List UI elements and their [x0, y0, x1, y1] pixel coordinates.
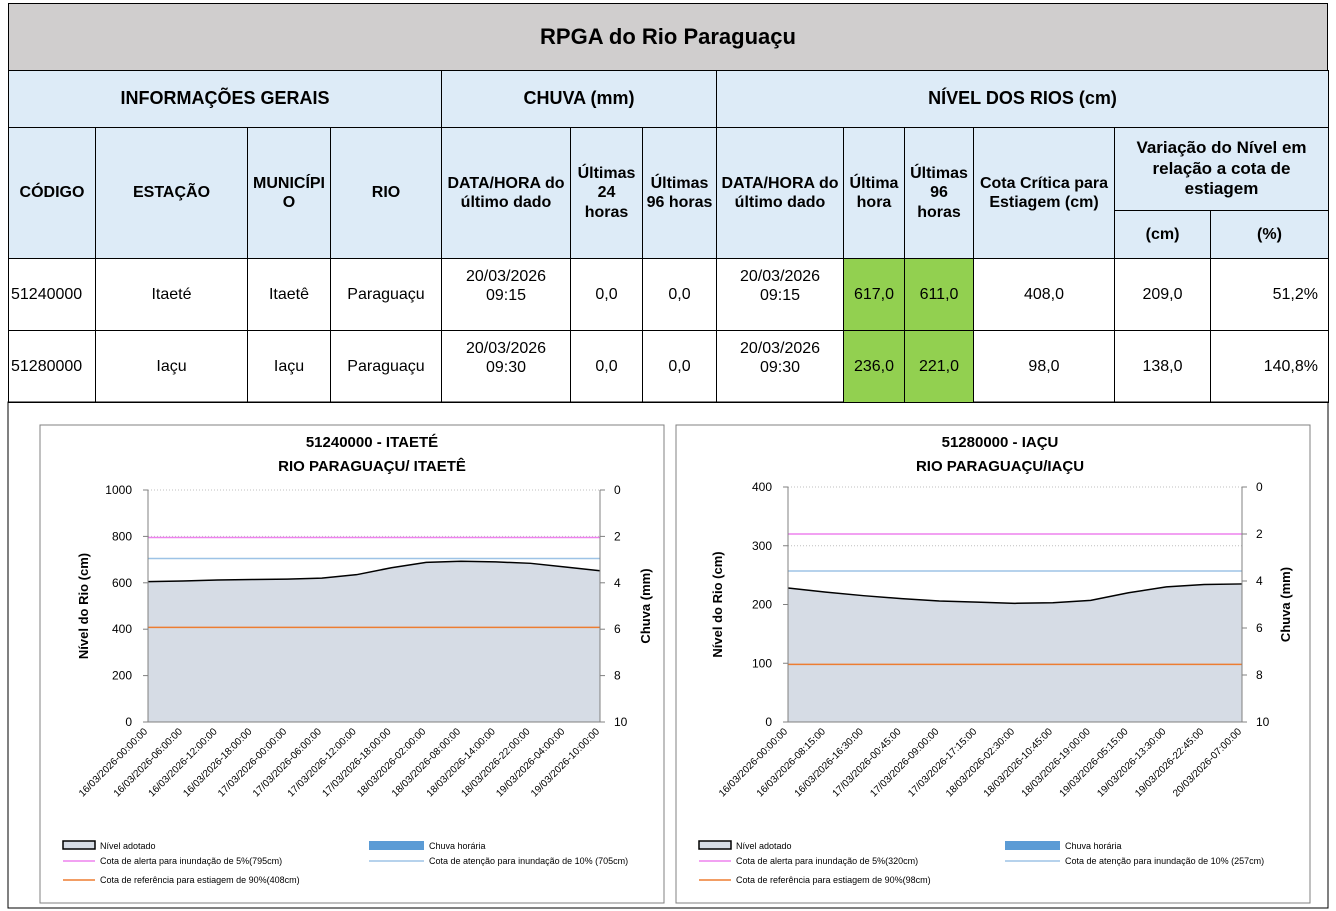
y2-tick-label: 0 [1256, 480, 1263, 494]
legend-label: Nível adotado [736, 841, 792, 851]
column-header: Cota Crítica para Estiagem (cm) [973, 127, 1115, 259]
y-tick-label: 400 [752, 480, 772, 494]
column-subheader: (cm) [1114, 210, 1211, 259]
y2-tick-label: 8 [614, 669, 621, 683]
y2-axis-label: Chuva (mm) [638, 568, 653, 643]
table-cell: 20/03/2026 09:15 [716, 258, 844, 331]
table-cell: 98,0 [973, 330, 1115, 403]
column-header: CÓDIGO [8, 127, 96, 259]
level-area [148, 561, 600, 722]
chart-subtitle: RIO PARAGUAÇU/IAÇU [916, 458, 1084, 475]
group-header: INFORMAÇÕES GERAIS [8, 70, 442, 128]
legend-swatch [62, 840, 96, 850]
y-axis-label: Nível do Rio (cm) [76, 553, 91, 659]
legend-label: Cota de atenção para inundação de 10% (2… [1065, 856, 1264, 866]
table-cell: Itaeté [95, 258, 248, 331]
y-tick-label: 800 [112, 529, 132, 543]
legend-label: Nível adotado [100, 841, 156, 851]
y2-tick-label: 10 [614, 715, 628, 729]
table-cell: 20/03/2026 09:30 [441, 330, 571, 403]
legend-label: Cota de alerta para inundação de 5%(795c… [100, 856, 282, 866]
table-cell: Itaetê [247, 258, 331, 331]
table-cell: 221,0 [904, 330, 974, 403]
group-header: CHUVA (mm) [441, 70, 717, 128]
table-cell: 20/03/2026 09:15 [441, 258, 571, 331]
group-header: NÍVEL DOS RIOS (cm) [716, 70, 1329, 128]
y2-tick-label: 6 [614, 622, 621, 636]
y2-axis-label: Chuva (mm) [1278, 567, 1293, 642]
level-area [788, 583, 1242, 722]
legend-label: Cota de referência para estiagem de 90%(… [736, 875, 931, 885]
legend-swatch [1005, 841, 1060, 850]
column-header: Últimas 24 horas [570, 127, 643, 259]
y2-tick-label: 4 [1256, 574, 1263, 588]
table-cell: 51240000 [8, 258, 96, 331]
column-header: Última hora [843, 127, 905, 259]
legend-swatch [698, 840, 732, 850]
table-cell: 138,0 [1114, 330, 1211, 403]
table-cell: Paraguaçu [330, 258, 442, 331]
y-tick-label: 1000 [105, 483, 132, 497]
column-header: Variação do Nível em relação a cota de e… [1114, 127, 1329, 211]
legend-label: Chuva horária [429, 841, 486, 851]
table-cell: 51280000 [8, 330, 96, 403]
y2-tick-label: 10 [1256, 715, 1270, 729]
legend-label: Chuva horária [1065, 841, 1122, 851]
y-tick-label: 0 [125, 715, 132, 729]
table-cell: 408,0 [973, 258, 1115, 331]
y-tick-label: 100 [752, 656, 772, 670]
page-title: RPGA do Rio Paraguaçu [8, 3, 1328, 71]
column-header: Últimas 96 horas [642, 127, 717, 259]
table-cell: 0,0 [642, 258, 717, 331]
column-header: RIO [330, 127, 442, 259]
y-tick-label: 300 [752, 539, 772, 553]
table-cell: 209,0 [1114, 258, 1211, 331]
table-cell: 0,0 [570, 330, 643, 403]
level-line [787, 583, 1243, 605]
y2-tick-label: 6 [1256, 621, 1263, 635]
y2-tick-label: 0 [614, 483, 621, 497]
table-cell: 51,2% [1210, 258, 1329, 331]
chart-title: 51240000 - ITAETÉ [306, 434, 438, 451]
y2-tick-label: 2 [1256, 527, 1263, 541]
table-cell: Paraguaçu [330, 330, 442, 403]
table-cell: 0,0 [570, 258, 643, 331]
chart-title: 51280000 - IAÇU [942, 434, 1059, 451]
column-header: Últimas 96 horas [904, 127, 974, 259]
column-header: MUNICÍPIO [247, 127, 331, 259]
table-cell: 617,0 [843, 258, 905, 331]
legend-label: Cota de alerta para inundação de 5%(320c… [736, 856, 918, 866]
y2-tick-label: 4 [614, 576, 621, 590]
y-tick-label: 200 [752, 598, 772, 612]
table-cell: 611,0 [904, 258, 974, 331]
table-cell: 236,0 [843, 330, 905, 403]
legend-label: Cota de referência para estiagem de 90%(… [100, 875, 300, 885]
column-subheader: (%) [1210, 210, 1329, 259]
table-cell: 20/03/2026 09:30 [716, 330, 844, 403]
y-tick-label: 400 [112, 622, 132, 636]
chart-subtitle: RIO PARAGUAÇU/ ITAETÊ [278, 457, 466, 475]
y-tick-label: 200 [112, 669, 132, 683]
legend-label: Cota de atenção para inundação de 10% (7… [429, 856, 628, 866]
legend-swatch [369, 841, 424, 850]
column-header: DATA/HORA do último dado [716, 127, 844, 259]
y2-tick-label: 8 [1256, 668, 1263, 682]
level-line [147, 560, 601, 583]
column-header: DATA/HORA do último dado [441, 127, 571, 259]
y2-tick-label: 2 [614, 529, 621, 543]
table-cell: Iaçu [95, 330, 248, 403]
table-cell: Iaçu [247, 330, 331, 403]
y-tick-label: 600 [112, 576, 132, 590]
table-cell: 0,0 [642, 330, 717, 403]
y-axis-label: Nível do Rio (cm) [710, 551, 725, 657]
column-header: ESTAÇÃO [95, 127, 248, 259]
table-cell: 140,8% [1210, 330, 1329, 403]
y-tick-label: 0 [765, 715, 772, 729]
